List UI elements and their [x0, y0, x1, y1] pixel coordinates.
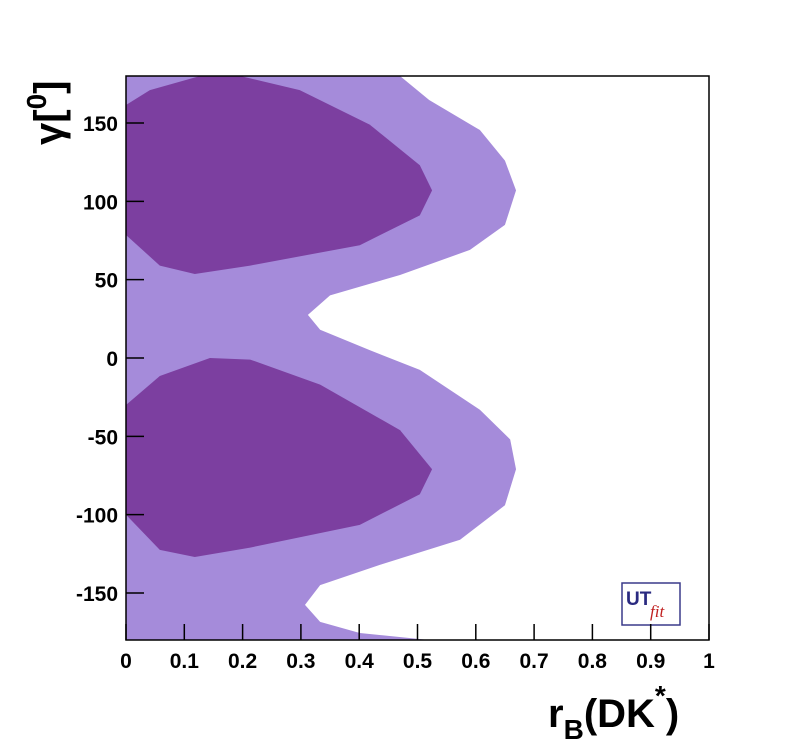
logo: UT fit: [621, 582, 681, 626]
contour-region: [126, 76, 433, 275]
x-tick-label: 0.9: [636, 650, 665, 673]
label-part: ): [666, 692, 679, 736]
y-tick-label: 150: [83, 113, 118, 136]
contour-region: [126, 358, 433, 557]
label-part: ]: [27, 81, 71, 94]
x-tick-label: 0.1: [170, 650, 200, 673]
x-tick-label: 0.6: [461, 650, 490, 673]
x-tick-label: 0.3: [286, 650, 315, 673]
logo-text: fit: [650, 602, 665, 621]
x-tick-label: 0: [120, 650, 132, 673]
label-part: B: [564, 714, 584, 745]
x-tick-label: 0.4: [345, 650, 375, 673]
label-part: r: [548, 692, 564, 736]
y-tick-label: -100: [76, 505, 118, 528]
label-part: 0: [21, 94, 52, 110]
x-tick-label: 0.7: [519, 650, 548, 673]
x-axis-label: rB(DK*): [548, 680, 679, 745]
x-tick-label: 0.8: [578, 650, 608, 673]
x-tick-label: 0.5: [403, 650, 433, 673]
label-part: γ[: [27, 109, 71, 145]
y-tick-label: 100: [83, 191, 118, 214]
x-tick-label: 1: [703, 650, 715, 673]
y-tick-label: 50: [95, 270, 118, 293]
x-tick-label: 0.2: [228, 650, 257, 673]
label-part: (DK: [584, 692, 655, 736]
label-part: *: [655, 680, 666, 711]
y-axis-label: γ[0]: [21, 81, 71, 145]
plot-area: [126, 76, 517, 640]
y-tick-label: -150: [76, 583, 118, 606]
y-tick-label: 0: [106, 348, 118, 371]
y-tick-label: -50: [88, 426, 118, 449]
logo-text: UT: [626, 589, 652, 610]
